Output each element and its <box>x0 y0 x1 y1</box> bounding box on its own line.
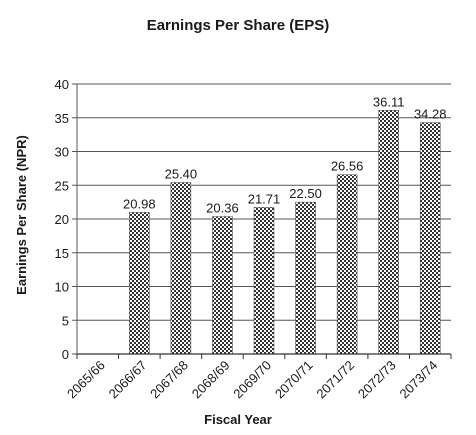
x-tick-label: 2072/73 <box>355 358 399 402</box>
y-tick-label: 30 <box>55 145 69 160</box>
y-tick-label: 15 <box>55 246 69 261</box>
x-tick-label: 2070/71 <box>272 358 316 402</box>
bar[interactable] <box>212 216 233 355</box>
data-label: 21.71 <box>248 191 281 206</box>
y-tick-label: 20 <box>55 212 69 227</box>
x-tick-label: 2068/69 <box>189 358 233 402</box>
y-tick-label: 5 <box>62 313 69 328</box>
bars <box>129 110 441 355</box>
data-label: 20.98 <box>123 196 156 211</box>
y-tick-label: 10 <box>55 280 69 295</box>
chart-title: Earnings Per Share (EPS) <box>147 17 330 34</box>
bar[interactable] <box>129 212 150 355</box>
data-label: 25.40 <box>165 167 198 182</box>
y-tick-label: 0 <box>62 347 69 362</box>
y-tick-label: 35 <box>55 111 69 126</box>
y-tick-label: 40 <box>55 77 69 92</box>
x-tick-label: 2067/68 <box>147 358 191 402</box>
x-tick-label: 2069/70 <box>230 358 274 402</box>
x-axis-title: Fiscal Year <box>204 412 272 427</box>
x-tick-label: 2073/74 <box>397 358 441 402</box>
bar[interactable] <box>295 201 316 355</box>
x-tick-label: 2065/66 <box>64 358 108 402</box>
bar[interactable] <box>378 110 399 355</box>
data-labels: 20.98 25.40 20.36 21.71 22.50 26.56 36.11 34.28 <box>123 94 446 215</box>
data-label: 22.50 <box>289 186 322 201</box>
bar[interactable] <box>170 182 192 355</box>
data-label: 26.56 <box>331 159 364 174</box>
data-label: 36.11 <box>373 94 405 109</box>
x-tick-label: 2071/72 <box>313 358 357 402</box>
bar[interactable] <box>419 122 441 355</box>
bar[interactable] <box>253 207 275 355</box>
data-label: 20.36 <box>206 201 239 216</box>
y-tick-label: 25 <box>55 178 69 193</box>
y-axis-title: Earnings Per Share (NPR) <box>14 135 29 295</box>
data-label: 34.28 <box>414 107 447 122</box>
bar[interactable] <box>336 174 358 355</box>
x-tick-label: 2066/67 <box>106 358 150 402</box>
